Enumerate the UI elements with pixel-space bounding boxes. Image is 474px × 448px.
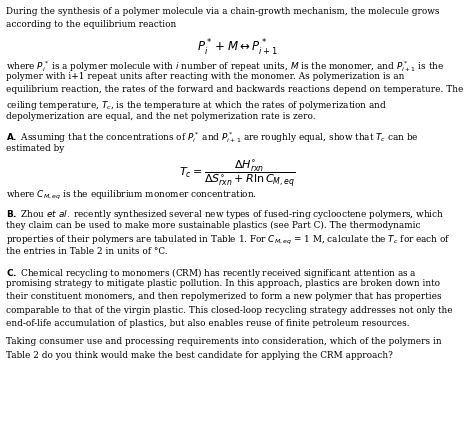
Text: according to the equilibrium reaction: according to the equilibrium reaction [6,20,176,29]
Text: Taking consumer use and processing requirements into consideration, which of the: Taking consumer use and processing requi… [6,337,441,346]
Text: polymer with i+1 repeat units after reacting with the monomer. As polymerization: polymer with i+1 repeat units after reac… [6,72,404,81]
Text: Table 2 do you think would make the best candidate for applying the CRM approach: Table 2 do you think would make the best… [6,351,392,360]
Text: where $P_i^*$ is a polymer molecule with $i$ number of repeat units, $M$ is the : where $P_i^*$ is a polymer molecule with… [6,59,444,74]
Text: promising strategy to mitigate plastic pollution. In this approach, plastics are: promising strategy to mitigate plastic p… [6,279,440,288]
Text: equilibrium reaction, the rates of the forward and backwards reactions depend on: equilibrium reaction, the rates of the f… [6,86,463,95]
Text: comparable to that of the virgin plastic. This closed-loop recycling strategy ad: comparable to that of the virgin plastic… [6,306,452,314]
Text: $\mathbf{B.}$ Zhou $\mathit{et}$ $\mathit{al.}$ recently synthesized several new: $\mathbf{B.}$ Zhou $\mathit{et}$ $\mathi… [6,208,444,221]
Text: $P_i^* + M \leftrightarrow P_{i+1}^*$: $P_i^* + M \leftrightarrow P_{i+1}^*$ [197,38,277,58]
Text: ceiling temperature, $T_c$, is the temperature at which the rates of polymerizat: ceiling temperature, $T_c$, is the tempe… [6,99,387,112]
Text: end-of-life accumulation of plastics, but also enables reuse of finite petroleum: end-of-life accumulation of plastics, bu… [6,319,410,328]
Text: their constituent monomers, and then repolymerized to form a new polymer that ha: their constituent monomers, and then rep… [6,293,441,302]
Text: estimated by: estimated by [6,144,64,153]
Text: properties of their polymers are tabulated in Table 1. For $C_{M,eq}$ = 1 M, cal: properties of their polymers are tabulat… [6,234,450,247]
Text: they claim can be used to make more sustainable plastics (see Part C). The therm: they claim can be used to make more sust… [6,221,420,230]
Text: $T_c = \dfrac{\Delta H^{\circ}_{rxn}}{\Delta S^{\circ}_{rxn} + R\ln C_{M,eq}}$: $T_c = \dfrac{\Delta H^{\circ}_{rxn}}{\D… [179,159,295,190]
Text: During the synthesis of a polymer molecule via a chain-growth mechanism, the mol: During the synthesis of a polymer molecu… [6,7,439,16]
Text: where $C_{M,eq}$ is the equilibrium monomer concentration.: where $C_{M,eq}$ is the equilibrium mono… [6,189,256,202]
Text: $\mathbf{C.}$ Chemical recycling to monomers (CRM) has recently received signifi: $\mathbf{C.}$ Chemical recycling to mono… [6,266,417,280]
Text: the entries in Table 2 in units of °C.: the entries in Table 2 in units of °C. [6,247,167,256]
Text: depolymerization are equal, and the net polymerization rate is zero.: depolymerization are equal, and the net … [6,112,315,121]
Text: $\mathbf{A.}$ Assuming that the concentrations of $P_i^*$ and $P_{i+1}^*$ are ro: $\mathbf{A.}$ Assuming that the concentr… [6,130,419,145]
